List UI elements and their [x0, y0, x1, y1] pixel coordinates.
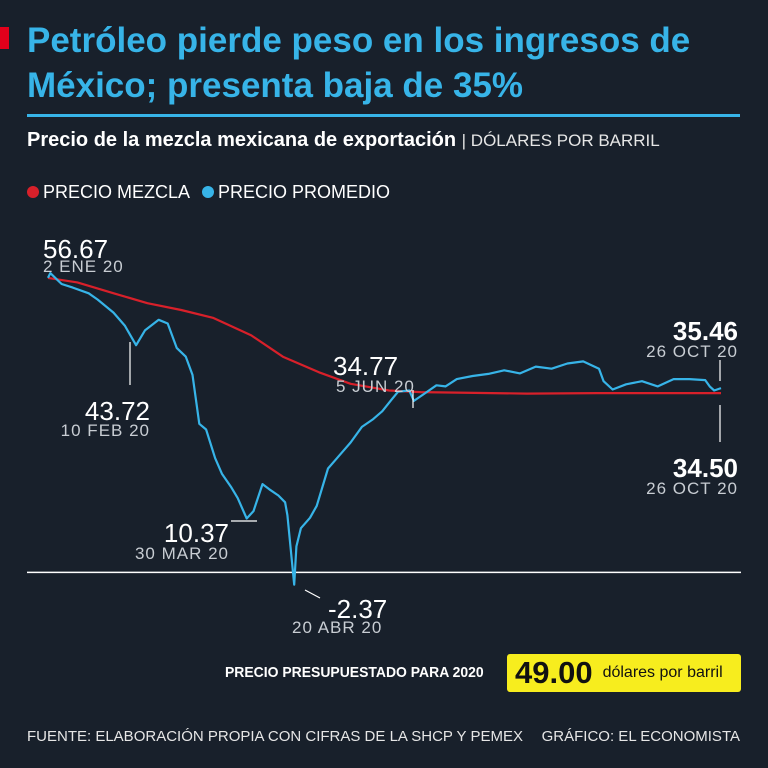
- chart-title: Precio de la mezcla mexicana de exportac…: [27, 129, 457, 151]
- annotation-date: 26 OCT 20: [646, 342, 738, 361]
- annotation-value: 35.46: [673, 316, 738, 346]
- accent-bar: [0, 27, 9, 49]
- budget-value: 49.00: [515, 655, 593, 690]
- annotation-value: 10.37: [164, 518, 229, 548]
- annotation-date: 20 ABR 20: [292, 618, 382, 637]
- chart-unit: | DÓLARES POR BARRIL: [461, 131, 660, 150]
- headline: Petróleo pierde peso en los ingresos de …: [27, 21, 691, 105]
- annotation-date: 26 OCT 20: [646, 479, 738, 498]
- legend-label-promedio: PRECIO PROMEDIO: [218, 181, 391, 202]
- legend-label-mezcla: PRECIO MEZCLA: [43, 181, 191, 202]
- annotation-value: 34.50: [673, 453, 738, 483]
- legend: PRECIO MEZCLA PRECIO PROMEDIO: [27, 181, 402, 203]
- legend-swatch-mezcla: [27, 186, 39, 198]
- credit-note: GRÁFICO: EL ECONOMISTA: [541, 728, 740, 745]
- budget-panel: PRECIO PRESUPUESTADO PARA 2020 49.00 dól…: [225, 654, 741, 692]
- annotation-value: 34.77: [333, 351, 398, 381]
- annotation-date: 5 JUN 20: [336, 377, 415, 396]
- legend-item-promedio: PRECIO PROMEDIO: [202, 182, 390, 203]
- annotation-date: 10 FEB 20: [61, 421, 150, 440]
- annotation-date: 30 MAR 20: [135, 544, 229, 563]
- headline-divider: [27, 114, 740, 117]
- annotation-value: 56.67: [43, 234, 108, 264]
- legend-swatch-promedio: [202, 186, 215, 198]
- chart-subtitle: Precio de la mezcla mexicana de exportac…: [27, 128, 740, 153]
- budget-box: 49.00 dólares por barril: [507, 654, 741, 692]
- budget-unit: dólares por barril: [602, 664, 723, 681]
- series-line-mezcla: [47, 272, 722, 586]
- annotation-date: 2 ENE 20: [43, 257, 124, 276]
- source-note: FUENTE: ELABORACIÓN PROPIA CON CIFRAS DE…: [27, 728, 523, 745]
- series-line-promedio: [47, 276, 721, 395]
- legend-item-mezcla: PRECIO MEZCLA: [27, 182, 190, 203]
- budget-label: PRECIO PRESUPUESTADO PARA 2020: [225, 664, 484, 681]
- annotation-value: 43.72: [85, 396, 150, 426]
- annotation-leader: [304, 589, 321, 599]
- annotation-value: -2.37: [328, 594, 387, 624]
